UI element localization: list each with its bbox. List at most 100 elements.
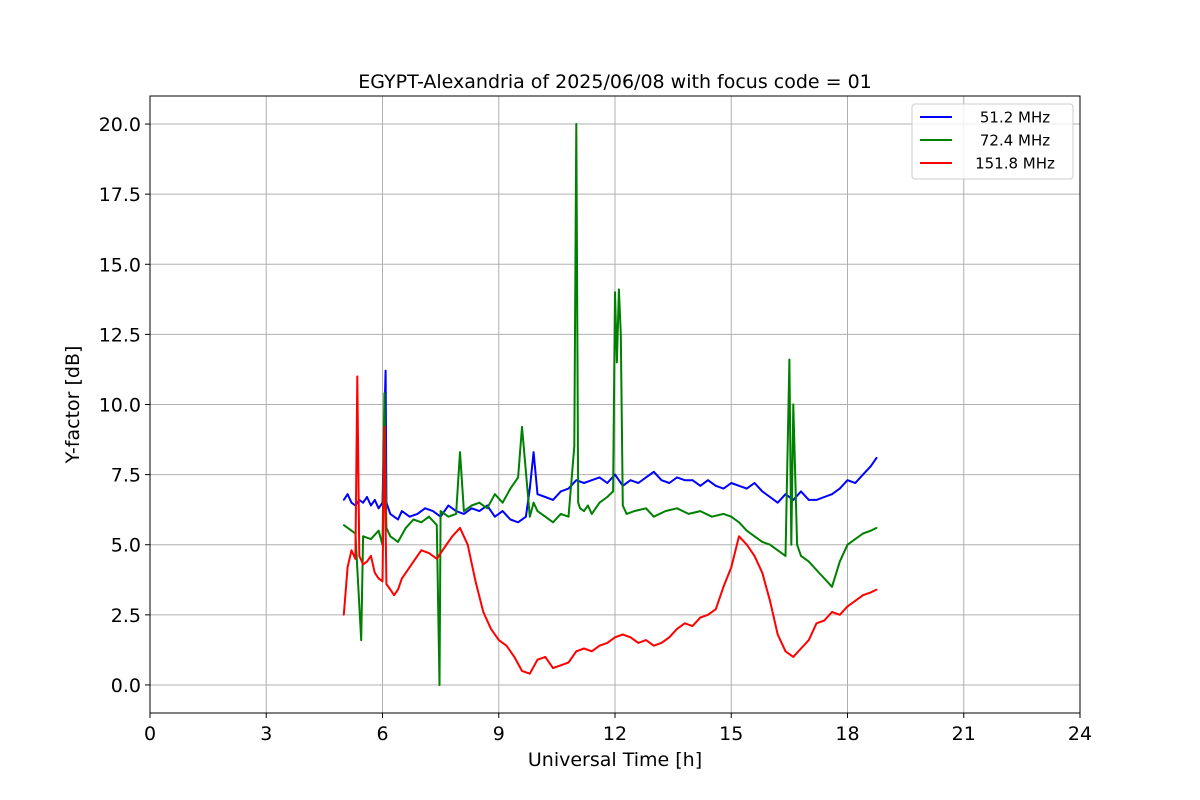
data-point — [792, 403, 795, 406]
y-tick-label: 20.0 — [99, 114, 141, 136]
data-point — [652, 470, 655, 473]
data-point — [846, 543, 849, 546]
data-point — [683, 622, 686, 625]
legend-box — [911, 103, 1074, 180]
data-point — [401, 577, 403, 580]
data-point — [618, 288, 620, 291]
data-point — [800, 555, 802, 557]
data-point — [683, 479, 686, 482]
data-point — [517, 476, 519, 479]
data-point — [645, 476, 647, 479]
data-point — [362, 535, 364, 538]
data-point — [366, 496, 368, 498]
data-point — [854, 482, 857, 484]
data-point — [346, 566, 349, 569]
data-point — [753, 535, 756, 538]
data-point — [753, 555, 756, 557]
data-point — [753, 482, 756, 484]
plot-area — [342, 123, 878, 686]
data-point — [875, 456, 878, 459]
data-point — [815, 622, 818, 625]
data-point — [536, 658, 539, 661]
data-point — [389, 535, 392, 538]
data-point — [676, 507, 678, 510]
data-point — [432, 510, 434, 512]
data-point — [401, 510, 403, 512]
data-point — [831, 611, 833, 613]
data-point — [416, 513, 419, 515]
data-point — [362, 501, 364, 504]
y-tick-label: 7.5 — [111, 465, 141, 487]
data-point — [616, 361, 618, 364]
data-point — [517, 521, 519, 524]
data-point — [800, 490, 802, 493]
data-point — [486, 507, 488, 510]
data-point — [532, 501, 535, 504]
data-point — [606, 496, 609, 498]
data-point — [711, 515, 713, 518]
data-point — [769, 543, 771, 546]
data-point — [575, 123, 578, 125]
data-point — [373, 571, 376, 574]
data-point — [509, 487, 512, 490]
y-axis-label: Y-factor [dB] — [62, 346, 84, 465]
data-point — [397, 541, 399, 543]
data-point — [776, 633, 779, 636]
data-point — [875, 588, 878, 591]
data-point — [637, 642, 640, 644]
data-point — [691, 625, 694, 627]
data-point — [412, 518, 415, 521]
data-point — [439, 510, 442, 512]
data-point — [393, 594, 395, 597]
x-tick-label: 6 — [376, 723, 388, 745]
data-point — [528, 487, 531, 490]
data-point — [629, 479, 632, 482]
data-point — [769, 599, 771, 602]
x-tick-label: 15 — [719, 723, 743, 745]
data-point — [370, 504, 372, 507]
data-point — [621, 504, 624, 507]
data-point — [420, 521, 423, 524]
data-point — [738, 484, 740, 487]
data-point — [823, 619, 826, 622]
data-point — [408, 515, 411, 518]
data-point — [354, 557, 357, 560]
data-point — [497, 639, 500, 641]
y-tick-label: 2.5 — [111, 605, 141, 627]
data-point — [590, 650, 593, 653]
data-point — [532, 451, 535, 454]
data-point — [463, 510, 465, 512]
data-point — [738, 535, 740, 538]
data-point — [625, 513, 628, 515]
data-point — [525, 470, 527, 473]
data-point — [397, 518, 399, 521]
x-axis-label: Universal Time [h] — [528, 749, 702, 771]
data-point — [699, 616, 702, 619]
data-point — [438, 684, 441, 686]
data-point — [645, 639, 647, 641]
data-point — [612, 490, 614, 493]
data-point — [509, 518, 512, 521]
data-point — [796, 543, 798, 546]
data-point — [573, 445, 576, 448]
data-point — [559, 490, 562, 493]
data-point — [435, 557, 438, 560]
data-point — [544, 496, 547, 498]
data-point — [447, 515, 450, 518]
data-point — [598, 501, 601, 504]
data-point — [358, 555, 361, 557]
y-tick-label: 0.0 — [111, 675, 141, 697]
data-point — [559, 513, 562, 515]
data-point — [633, 510, 636, 512]
data-point — [583, 510, 585, 512]
data-point — [350, 529, 353, 532]
data-point — [577, 501, 580, 504]
data-point — [838, 487, 841, 490]
data-point — [614, 291, 616, 294]
data-point — [761, 541, 764, 543]
legend: 51.2 MHz 72.4 MHz 151.8 MHz — [911, 103, 1074, 180]
data-point — [846, 479, 849, 482]
data-point — [428, 515, 430, 518]
data-point — [459, 451, 461, 454]
